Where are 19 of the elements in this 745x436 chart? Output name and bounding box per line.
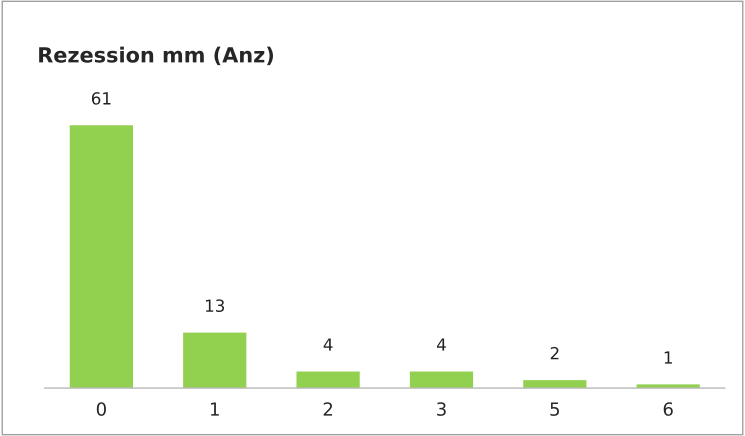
bar [295,370,362,388]
x-tick-label: 5 [550,402,560,416]
chart-title: Rezession mm (Anz) [39,46,274,66]
data-label: 1 [664,351,672,364]
data-label: 4 [436,338,446,351]
bar [522,378,588,388]
data-label: 61 [92,92,110,105]
bar [68,124,134,388]
x-tick-label: 6 [664,402,673,416]
x-tick-label: 2 [324,402,332,416]
data-label: 13 [206,299,224,312]
x-tick-label: 0 [96,402,106,416]
data-label: 4 [324,338,332,351]
bar [635,383,702,388]
bar [408,370,474,388]
data-label: 2 [550,346,558,360]
bar [182,331,248,388]
x-tick-label: 1 [210,402,219,416]
x-tick-label: 3 [437,402,446,416]
